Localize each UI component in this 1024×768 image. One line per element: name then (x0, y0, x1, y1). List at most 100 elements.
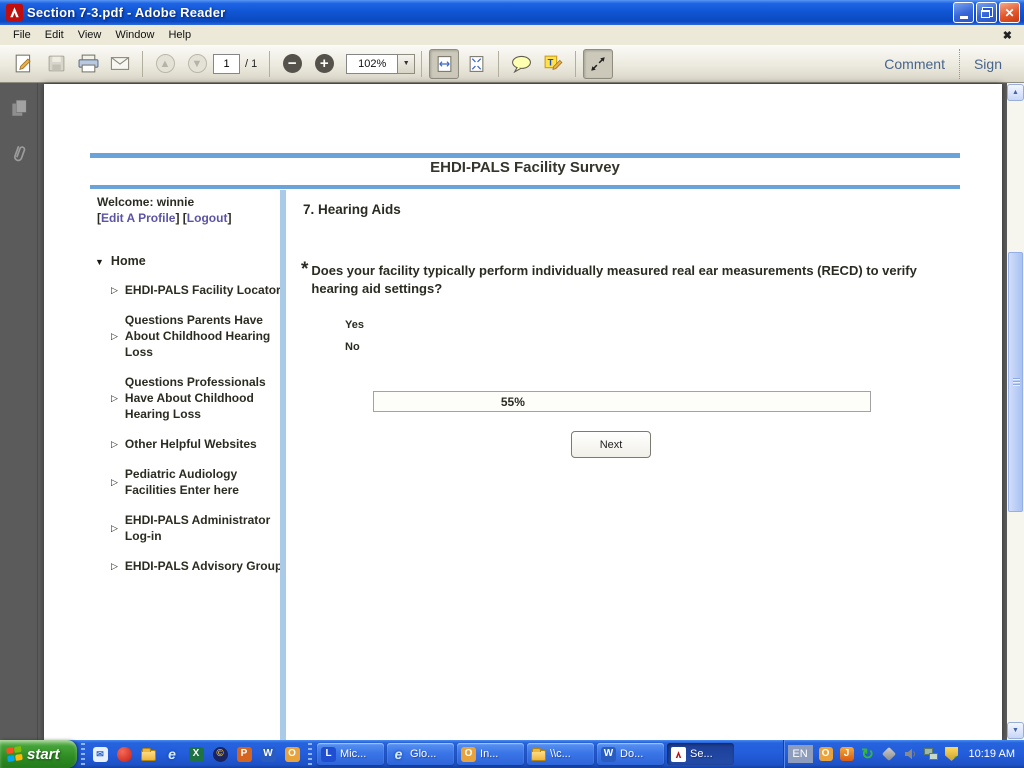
task-button-notes[interactable]: L Mic... (317, 743, 385, 765)
minimize-button[interactable] (953, 2, 974, 23)
close-document-icon[interactable]: ✖ (1002, 29, 1012, 42)
folder-icon[interactable] (140, 746, 157, 763)
toolbar-separator (498, 50, 500, 77)
task-button-explorer[interactable]: \\c... (527, 743, 595, 765)
taskbar-handle[interactable] (307, 743, 312, 765)
restore-button[interactable] (976, 2, 997, 23)
pdf-page: EHDI-PALS Facility Survey Welcome: winni… (44, 84, 1002, 768)
task-label: Se... (690, 748, 713, 760)
scroll-mode-button[interactable] (429, 48, 460, 79)
edit-profile-link[interactable]: Edit A Profile (101, 211, 176, 225)
progress-percent: 55% (500, 395, 525, 409)
task-button-adobe-reader[interactable]: Se... (667, 743, 735, 765)
menu-help[interactable]: Help (168, 29, 192, 41)
previous-page-button[interactable]: ▲ (150, 49, 180, 79)
word-icon[interactable]: W (260, 746, 277, 763)
bracket: [ (97, 211, 101, 225)
save-button[interactable] (41, 49, 71, 79)
scroll-down-button[interactable]: ▼ (1007, 722, 1024, 739)
next-button[interactable]: Next (571, 431, 651, 458)
outlook-icon[interactable]: O (284, 746, 301, 763)
nav-item-questions-professionals[interactable]: ▷ Questions Professionals Have About Chi… (111, 374, 283, 422)
sign-pane-button[interactable]: Sign (973, 55, 1002, 72)
option-yes[interactable]: Yes (345, 319, 364, 331)
network-icon[interactable] (923, 746, 939, 762)
required-marker: * (301, 259, 309, 280)
nav-item-administrator-login[interactable]: ▷ EHDI-PALS Administrator Log-in (111, 512, 283, 544)
page-number-input[interactable] (213, 53, 240, 74)
zoom-level-value[interactable]: 102% (346, 53, 399, 74)
save-icon (48, 55, 64, 72)
nav-home[interactable]: ▼ Home (95, 254, 146, 268)
nav-item-advisory-group[interactable]: ▷ EHDI-PALS Advisory Group (111, 558, 283, 574)
start-button[interactable]: start (0, 740, 77, 768)
task-button-word[interactable]: W Do... (597, 743, 665, 765)
task-label: In... (480, 748, 499, 760)
internet-explorer-icon[interactable]: e (168, 746, 176, 762)
close-button[interactable]: ✕ (999, 2, 1020, 23)
sticky-note-button[interactable] (506, 49, 536, 79)
fit-page-button[interactable] (461, 49, 491, 79)
next-page-button[interactable]: ▼ (182, 49, 212, 79)
device-icon[interactable] (881, 746, 897, 762)
nav-content-divider (280, 190, 286, 768)
scroll-up-button[interactable]: ▲ (1007, 84, 1024, 101)
email-button[interactable] (105, 49, 135, 79)
task-button-browser[interactable]: e Glo... (387, 743, 455, 765)
nav-item-other-websites[interactable]: ▷ Other Helpful Websites (111, 436, 283, 452)
excel-icon[interactable]: X (188, 746, 205, 763)
toolbar-separator (269, 50, 271, 77)
language-indicator[interactable]: EN (787, 745, 813, 763)
nav-item-questions-parents[interactable]: ▷ Questions Parents Have About Childhood… (111, 312, 283, 360)
corel-icon[interactable]: © (212, 746, 229, 763)
fullscreen-button[interactable] (583, 48, 614, 79)
page-thumbnails-button[interactable] (0, 93, 38, 123)
attachments-button[interactable] (0, 138, 38, 168)
fill-sign-button[interactable] (9, 49, 39, 79)
adobe-reader-icon (6, 4, 23, 21)
option-no[interactable]: No (345, 341, 360, 353)
menu-edit[interactable]: Edit (44, 29, 64, 41)
menu-file[interactable]: File (13, 29, 31, 41)
powerpoint-icon[interactable]: P (236, 746, 253, 763)
toolbar-right-group: Comment Sign (870, 45, 1016, 82)
menu-view[interactable]: View (77, 29, 102, 41)
task-button-inbox[interactable]: O In... (457, 743, 525, 765)
nav-item-facility-locator[interactable]: ▷ EHDI-PALS Facility Locator (111, 282, 283, 298)
antivirus-shield-icon[interactable] (944, 746, 960, 762)
triangle-down-icon: ▼ (95, 257, 104, 267)
comment-pane-button[interactable]: Comment (884, 55, 945, 72)
nav-item-label: Pediatric Audiology Facilities Enter her… (124, 467, 239, 497)
survey-screenshot: EHDI-PALS Facility Survey Welcome: winni… (44, 84, 1002, 768)
sidebar-nav: ▷ EHDI-PALS Facility Locator ▷ Questions… (111, 282, 283, 574)
lotus-notes-icon: L (321, 746, 337, 762)
toolbar-separator (421, 50, 423, 77)
red-app-icon[interactable] (116, 746, 133, 763)
quick-launch-handle[interactable] (80, 743, 85, 765)
vertical-scrollbar[interactable]: ▲ ▼ (1007, 83, 1024, 740)
logout-link[interactable]: Logout (186, 211, 228, 225)
outlook-tray-icon[interactable]: O (818, 746, 834, 762)
scrollbar-thumb[interactable] (1008, 252, 1023, 512)
volume-icon[interactable] (902, 746, 918, 762)
print-icon (78, 54, 98, 73)
nav-item-pediatric-audiology[interactable]: ▷ Pediatric Audiology Facilities Enter h… (111, 466, 283, 498)
email-icon (110, 57, 130, 70)
triangle-right-icon: ▷ (111, 476, 118, 487)
word-icon: W (601, 746, 617, 762)
mail-icon[interactable]: ✉ (92, 746, 109, 763)
fullscreen-icon (591, 56, 605, 71)
highlight-text-button[interactable]: T (538, 49, 568, 79)
zoom-out-button[interactable]: − (277, 49, 307, 79)
sync-icon[interactable]: ↻ (861, 745, 874, 763)
bracket: ] (227, 211, 232, 225)
zoom-dropdown-button[interactable]: ▼ (398, 53, 416, 74)
print-button[interactable] (73, 49, 103, 79)
java-update-icon[interactable]: J (839, 746, 855, 762)
menu-window[interactable]: Window (115, 29, 155, 41)
header-rule-bottom (90, 185, 960, 189)
zoom-in-button[interactable]: + (309, 49, 339, 79)
survey-question: * Does your facility typically perform i… (301, 259, 933, 298)
triangle-right-icon: ▷ (111, 438, 118, 449)
section-title: 7. Hearing Aids (303, 202, 401, 217)
